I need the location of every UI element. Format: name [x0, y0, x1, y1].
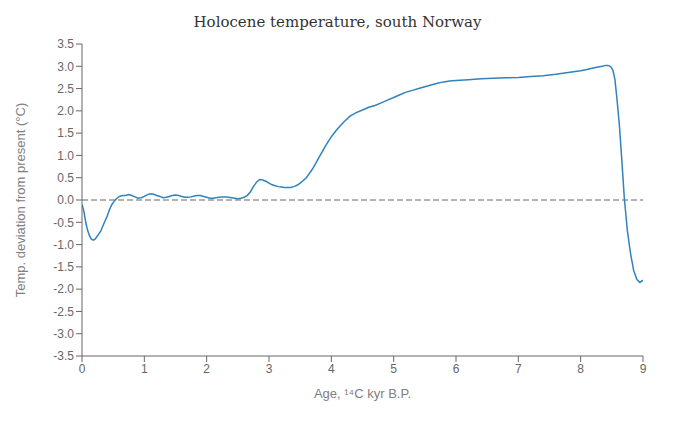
- svg-text:Temp. deviation from present (: Temp. deviation from present (°C): [13, 103, 28, 298]
- svg-text:8: 8: [577, 362, 584, 376]
- svg-text:1.5: 1.5: [57, 126, 74, 140]
- svg-text:0: 0: [79, 362, 86, 376]
- svg-text:2.5: 2.5: [57, 82, 74, 96]
- svg-text:0.5: 0.5: [57, 171, 74, 185]
- svg-text:Age, ¹⁴C kyr B.P.: Age, ¹⁴C kyr B.P.: [314, 386, 411, 401]
- svg-text:1.0: 1.0: [57, 149, 74, 163]
- svg-text:-3.0: -3.0: [53, 327, 74, 341]
- svg-text:2: 2: [203, 362, 210, 376]
- svg-text:3.5: 3.5: [57, 37, 74, 51]
- svg-text:3.0: 3.0: [57, 60, 74, 74]
- svg-text:-2.0: -2.0: [53, 282, 74, 296]
- svg-text:2.0: 2.0: [57, 104, 74, 118]
- svg-text:9: 9: [640, 362, 647, 376]
- html-text:Holocene temperature, south No: Holocene temperature, south Norway: [193, 13, 482, 31]
- svg-text:6: 6: [453, 362, 460, 376]
- svg-text:3: 3: [266, 362, 273, 376]
- svg-text:-1.0: -1.0: [53, 238, 74, 252]
- svg-text:1: 1: [141, 362, 148, 376]
- svg-text:-1.5: -1.5: [53, 260, 74, 274]
- svg-text:-2.5: -2.5: [53, 305, 74, 319]
- svg-text:-0.5: -0.5: [53, 216, 74, 230]
- svg-text:-3.5: -3.5: [53, 349, 74, 363]
- svg-text:7: 7: [515, 362, 522, 376]
- svg-text:4: 4: [328, 362, 335, 376]
- svg-text:0.0: 0.0: [57, 193, 74, 207]
- svg-text:5: 5: [390, 362, 397, 376]
